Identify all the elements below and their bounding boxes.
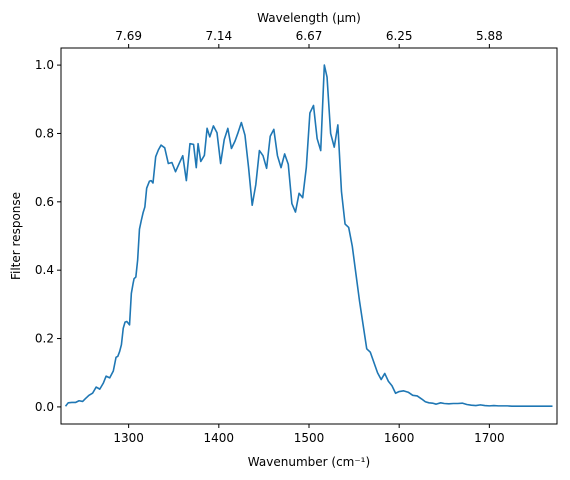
y-axis-ticks: 0.0 0.2 0.4 0.6 0.8 1.0 bbox=[35, 58, 61, 414]
top-tick-label: 7.69 bbox=[115, 29, 142, 43]
x-tick-label: 1300 bbox=[113, 431, 144, 445]
y-axis-label: Filter response bbox=[9, 192, 23, 280]
top-tick-label: 6.25 bbox=[386, 29, 413, 43]
y-tick-label: 0.6 bbox=[35, 195, 54, 209]
x-tick-label: 1700 bbox=[474, 431, 505, 445]
top-tick-label: 5.88 bbox=[476, 29, 503, 43]
top-tick-label: 6.67 bbox=[296, 29, 323, 43]
top-x-axis-label: Wavelength (μm) bbox=[257, 11, 361, 25]
y-tick-label: 1.0 bbox=[35, 58, 54, 72]
y-tick-label: 0.2 bbox=[35, 332, 54, 346]
x-tick-label: 1400 bbox=[204, 431, 235, 445]
y-tick-label: 0.0 bbox=[35, 400, 54, 414]
series-line-0 bbox=[64, 64, 553, 408]
x-tick-label: 1500 bbox=[294, 431, 325, 445]
series-group bbox=[64, 64, 553, 408]
y-tick-label: 0.4 bbox=[35, 263, 54, 277]
plot-area bbox=[61, 48, 557, 424]
plot-frame bbox=[60, 47, 558, 425]
x-tick-label: 1600 bbox=[384, 431, 415, 445]
top-tick-label: 7.14 bbox=[205, 29, 232, 43]
y-tick-label: 0.8 bbox=[35, 126, 54, 140]
x-axis-bottom-ticks: 1300 1400 1500 1600 1700 bbox=[113, 424, 505, 445]
x-axis-label: Wavenumber (cm⁻¹) bbox=[248, 455, 370, 469]
x-axis-top-ticks: 7.69 7.14 6.67 6.25 5.88 bbox=[115, 29, 503, 48]
